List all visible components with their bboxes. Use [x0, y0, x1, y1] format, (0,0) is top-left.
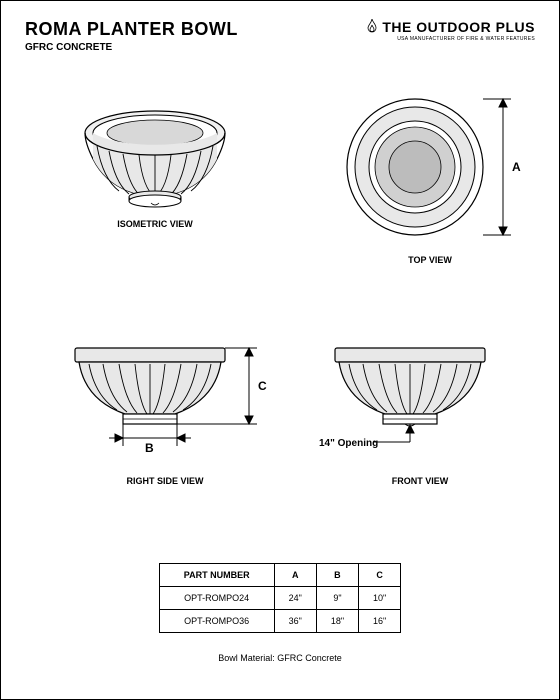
table-row: OPT-ROMPO24 24" 9" 10"	[159, 587, 401, 610]
table-row: OPT-ROMPO36 36" 18" 16"	[159, 610, 401, 633]
flame-icon	[366, 19, 378, 35]
isometric-label: ISOMETRIC VIEW	[65, 219, 245, 229]
dim-b-label: B	[145, 441, 154, 455]
cell: 10"	[359, 587, 401, 610]
views-area: ISOMETRIC VIEW	[25, 53, 535, 563]
cell: OPT-ROMPO36	[159, 610, 274, 633]
opening-note: 14" Opening	[319, 438, 378, 449]
cell: 24"	[274, 587, 316, 610]
brand-name: THE OUTDOOR PLUS	[382, 19, 535, 35]
brand-block: THE OUTDOOR PLUS USA MANUFACTURER OF FIR…	[366, 19, 535, 42]
header: ROMA PLANTER BOWL GFRC CONCRETE THE OUTD…	[25, 19, 535, 53]
cell: 9"	[316, 587, 358, 610]
right-drawing: C B	[65, 338, 275, 468]
isometric-view: ISOMETRIC VIEW	[65, 101, 245, 229]
table-header-row: PART NUMBER A B C	[159, 564, 401, 587]
spec-sheet: ROMA PLANTER BOWL GFRC CONCRETE THE OUTD…	[0, 0, 560, 700]
brand-name-row: THE OUTDOOR PLUS	[366, 19, 535, 35]
right-label: RIGHT SIDE VIEW	[65, 476, 265, 486]
cell: 18"	[316, 610, 358, 633]
front-view: 14" Opening FRONT VIEW	[315, 338, 525, 486]
dim-a-label: A	[512, 160, 521, 174]
brand-tagline: USA MANUFACTURER OF FIRE & WATER FEATURE…	[366, 36, 535, 42]
dim-c-label: C	[258, 379, 267, 393]
col-a: A	[274, 564, 316, 587]
col-c: C	[359, 564, 401, 587]
front-label: FRONT VIEW	[315, 476, 525, 486]
top-label: TOP VIEW	[330, 255, 530, 265]
product-subtitle: GFRC CONCRETE	[25, 42, 238, 53]
isometric-drawing	[75, 101, 235, 211]
product-title: ROMA PLANTER BOWL	[25, 19, 238, 40]
cell: 36"	[274, 610, 316, 633]
top-drawing: A	[335, 77, 525, 247]
cell: 16"	[359, 610, 401, 633]
cell: OPT-ROMPO24	[159, 587, 274, 610]
dimension-table: PART NUMBER A B C OPT-ROMPO24 24" 9" 10"…	[159, 563, 402, 633]
title-block: ROMA PLANTER BOWL GFRC CONCRETE	[25, 19, 238, 53]
front-drawing: 14" Opening	[315, 338, 525, 468]
right-side-view: C B RIGHT SIDE VIEW	[65, 338, 265, 486]
col-b: B	[316, 564, 358, 587]
top-view: A TOP VIEW	[330, 77, 530, 265]
col-part: PART NUMBER	[159, 564, 274, 587]
material-note: Bowl Material: GFRC Concrete	[25, 653, 535, 663]
